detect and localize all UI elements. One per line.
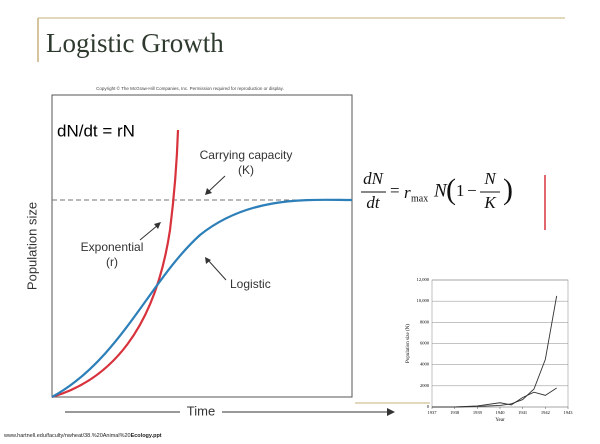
equals: = xyxy=(390,181,400,200)
figure-frame xyxy=(51,94,353,398)
exponential-curve xyxy=(51,129,180,399)
y-tick-label: 2000 xyxy=(420,383,430,388)
source: www.hartnell.edu/faculty/nwheat/38.%20An… xyxy=(3,433,162,439)
y-label: Population size xyxy=(24,202,39,290)
capacity-k: (K) xyxy=(238,163,254,177)
logistic-label: Logistic xyxy=(230,277,271,291)
y-axis-label: Population size (N) xyxy=(406,324,411,363)
copyright: Copyright © The McGraw-Hill Companies, I… xyxy=(96,85,284,91)
y-tick-label: 8000 xyxy=(420,319,430,324)
logistic-arrow xyxy=(207,259,227,281)
r: r xyxy=(404,183,411,202)
equation: dN/dt = rN xyxy=(57,121,135,140)
x-tick-label: 1942 xyxy=(541,410,550,415)
numerator: dN xyxy=(363,169,385,188)
exponential-label: Exponential xyxy=(81,240,144,254)
logistic-curve xyxy=(51,198,353,398)
x-label: Time xyxy=(187,403,215,418)
capacity-label: Carrying capacity xyxy=(200,148,293,162)
n: N xyxy=(433,180,448,201)
y-tick-label: 12,000 xyxy=(417,277,430,283)
x-tick-label: 1937 xyxy=(428,410,438,415)
subscript: max xyxy=(411,193,428,204)
frac-den: K xyxy=(483,193,497,212)
paren: ( xyxy=(446,173,456,206)
one: 1 xyxy=(456,181,465,200)
arrow-head xyxy=(154,222,161,229)
y-tick-label: 10,000 xyxy=(417,298,430,304)
formula: dN dt = r max N ( 1 − N K ) xyxy=(361,169,513,212)
source-url: www.hartnell.edu/faculty/nwheat/38.%20An… xyxy=(3,433,131,439)
arrow-head xyxy=(205,188,212,195)
x-axis-label: Year xyxy=(495,418,505,423)
x-tick-label: 1943 xyxy=(564,410,574,415)
inset-chart: 0 2000 4000 6000 8000 10,000 12,000 1937 1938 193… xyxy=(406,277,573,423)
denominator: dt xyxy=(366,193,381,212)
y-tick-label: 4000 xyxy=(420,362,430,367)
arrow-head xyxy=(387,408,395,416)
x-tick-label: 1940 xyxy=(496,410,506,415)
frac-num: N xyxy=(483,169,497,188)
y-tick-label: 6000 xyxy=(420,341,430,346)
x-tick-label: 1938 xyxy=(450,410,460,415)
arrow-head xyxy=(205,257,211,264)
capacity-arrow xyxy=(207,175,226,193)
minus: − xyxy=(467,181,477,200)
paren: ) xyxy=(503,173,513,206)
exponential-r: (r) xyxy=(106,255,118,269)
slide-title: Logistic Growth xyxy=(46,28,224,58)
source-bold: Ecology.ppt xyxy=(131,433,162,439)
x-tick-label: 1941 xyxy=(518,410,527,415)
series-line xyxy=(432,387,557,408)
exponential-arrow xyxy=(139,224,159,241)
x-tick-label: 1939 xyxy=(473,410,483,415)
y-tick-label: 0 xyxy=(427,404,430,409)
series-line xyxy=(432,295,558,408)
